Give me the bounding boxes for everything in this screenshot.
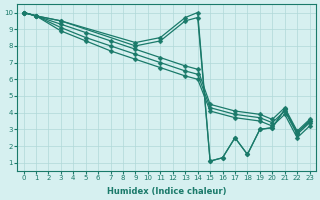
X-axis label: Humidex (Indice chaleur): Humidex (Indice chaleur)	[107, 187, 226, 196]
